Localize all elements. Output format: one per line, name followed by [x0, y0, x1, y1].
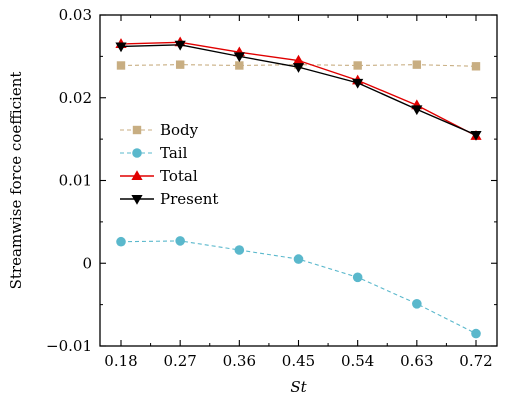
data-point-present [174, 40, 186, 51]
y-tick-label: 0.02 [59, 89, 92, 107]
axes-layer: 0.18 0.27 0.36 0.45 0.54 0.63 0.72 −0.01 0 0.01 0.… [7, 6, 498, 396]
data-point-tail [412, 298, 422, 309]
data-point-tail [116, 236, 126, 247]
legend-marker-body [132, 125, 142, 135]
data-point-body [412, 60, 422, 69]
legend: Body Tail Total Present [120, 121, 218, 208]
y-axis-label: Streamwise force coefficient [7, 72, 25, 290]
legend-label-tail: Tail [160, 144, 188, 162]
legend-item-body: Body [120, 121, 199, 139]
data-point-present [352, 78, 364, 89]
data-point-present [411, 105, 423, 116]
data-point-present [115, 42, 127, 53]
data-point-tail [175, 236, 185, 246]
data-point-present [233, 52, 245, 63]
x-tick-label: 0.18 [104, 352, 137, 370]
data-point-tail [471, 328, 481, 339]
legend-item-present: Present [120, 190, 218, 208]
x-tick-label: 0.72 [459, 352, 492, 370]
data-point-tail [352, 272, 363, 283]
data-point-body [175, 60, 185, 69]
data-point-total [292, 54, 305, 65]
x-axis-label: St [290, 378, 307, 396]
data-point-body [116, 61, 126, 70]
data-point-present [470, 130, 482, 141]
data-point-tail [234, 245, 245, 255]
data-point-tail [293, 254, 304, 264]
legend-label-present: Present [160, 190, 218, 208]
y-tick-label: −0.01 [46, 337, 92, 355]
legend-item-total: Total [120, 167, 198, 185]
y-tick-label: 0.01 [59, 172, 92, 190]
x-tick-label: 0.63 [400, 352, 433, 370]
x-tick-label: 0.27 [163, 352, 196, 370]
legend-label-total: Total [160, 167, 198, 185]
y-tick-label: 0.03 [59, 6, 92, 24]
x-tick-label: 0.45 [282, 352, 315, 370]
y-tick-label: 0 [82, 254, 92, 272]
x-tick-label: 0.54 [341, 352, 374, 370]
series-layer [115, 36, 482, 339]
legend-label-body: Body [160, 121, 199, 139]
data-point-body [471, 62, 481, 71]
data-point-present [292, 63, 305, 73]
data-point-body [353, 61, 362, 70]
legend-marker-tail [132, 148, 142, 158]
x-tick-label: 0.36 [223, 352, 256, 370]
data-point-body [235, 61, 244, 70]
legend-marker-present [131, 195, 143, 205]
legend-marker-total [131, 170, 143, 180]
legend-item-tail: Tail [120, 144, 188, 162]
